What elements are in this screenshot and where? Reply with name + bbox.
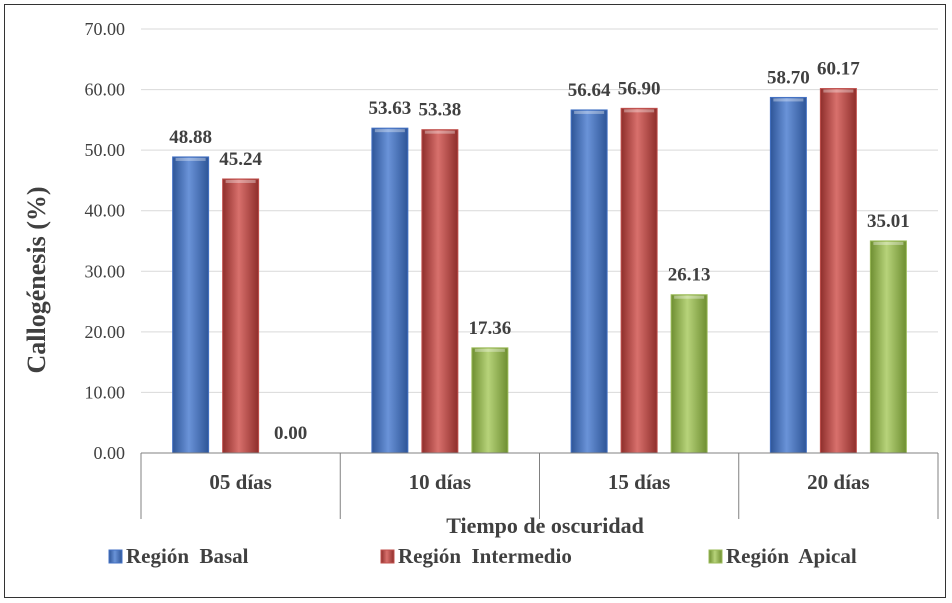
y-tick-label: 60.00 — [85, 80, 126, 100]
bar — [769, 96, 807, 454]
data-label: 45.24 — [219, 149, 262, 170]
bar — [421, 129, 459, 454]
x-tick-label: 10 días — [409, 470, 471, 494]
bar — [471, 347, 509, 454]
data-label: 48.88 — [169, 127, 212, 148]
data-label: 56.90 — [618, 78, 661, 99]
legend: Región Basal Región Intermedio Región Apic… — [108, 544, 857, 568]
y-tick-label: 10.00 — [85, 382, 126, 402]
data-label: 53.38 — [419, 100, 462, 121]
bar-highlight — [773, 98, 804, 102]
data-label: 56.64 — [568, 80, 611, 101]
bar-highlight — [175, 157, 206, 161]
y-axis-title: Callogénesis (%) — [22, 186, 51, 373]
bar-highlight — [574, 110, 605, 114]
legend-swatch — [108, 549, 123, 564]
bar-highlight — [624, 109, 655, 113]
y-tick-label: 40.00 — [85, 201, 126, 221]
bar — [172, 156, 210, 454]
bar — [670, 294, 708, 454]
y-tick-label: 50.00 — [85, 140, 126, 160]
legend-label: Región Intermedio — [398, 544, 572, 568]
legend-swatch — [708, 549, 723, 564]
x-tick-label: 05 días — [209, 470, 271, 494]
y-tick-label: 70.00 — [85, 19, 126, 39]
bars — [172, 88, 907, 454]
data-label: 35.01 — [867, 211, 910, 232]
bar-highlight — [823, 89, 854, 93]
data-label: 53.63 — [369, 98, 412, 119]
bar — [222, 178, 260, 454]
bar-highlight — [424, 130, 455, 134]
data-label: 58.70 — [767, 67, 810, 88]
y-tick-label: 20.00 — [85, 322, 126, 342]
y-tick-label: 30.00 — [85, 261, 126, 281]
bar — [869, 240, 907, 454]
x-axis-title: Tiempo de oscuridad — [446, 513, 644, 538]
bar-highlight — [374, 129, 405, 133]
x-tick-label: 20 días — [807, 470, 869, 494]
gridlines — [141, 28, 938, 393]
legend-label: Región Basal — [126, 544, 249, 568]
legend-swatch — [380, 549, 395, 564]
bar-highlight — [474, 348, 505, 352]
legend-label: Región Apical — [726, 544, 857, 568]
x-tick-label: 15 días — [608, 470, 670, 494]
data-label: 17.36 — [469, 318, 512, 339]
bar — [620, 107, 658, 454]
data-label: 0.00 — [274, 423, 307, 444]
bar-chart: 0.00 10.00 20.00 30.00 40.00 50.00 60.00 70.00 0… — [22, 19, 939, 568]
bar-highlight — [873, 241, 904, 245]
data-labels: 48.88 53.63 56.64 58.70 45.24 53.38 56.90 60.17… — [169, 59, 910, 444]
bar — [570, 109, 608, 454]
bar — [371, 127, 409, 454]
data-label: 60.17 — [817, 59, 860, 80]
bar — [819, 88, 857, 454]
y-tick-label: 0.00 — [94, 443, 126, 463]
bar-highlight — [225, 179, 256, 183]
chart-frame: 0.00 10.00 20.00 30.00 40.00 50.00 60.00 70.00 0… — [4, 4, 946, 598]
axes: 0.00 10.00 20.00 30.00 40.00 50.00 60.00 70.00 0… — [85, 19, 939, 519]
data-label: 26.13 — [668, 265, 711, 286]
bar-highlight — [674, 295, 705, 299]
